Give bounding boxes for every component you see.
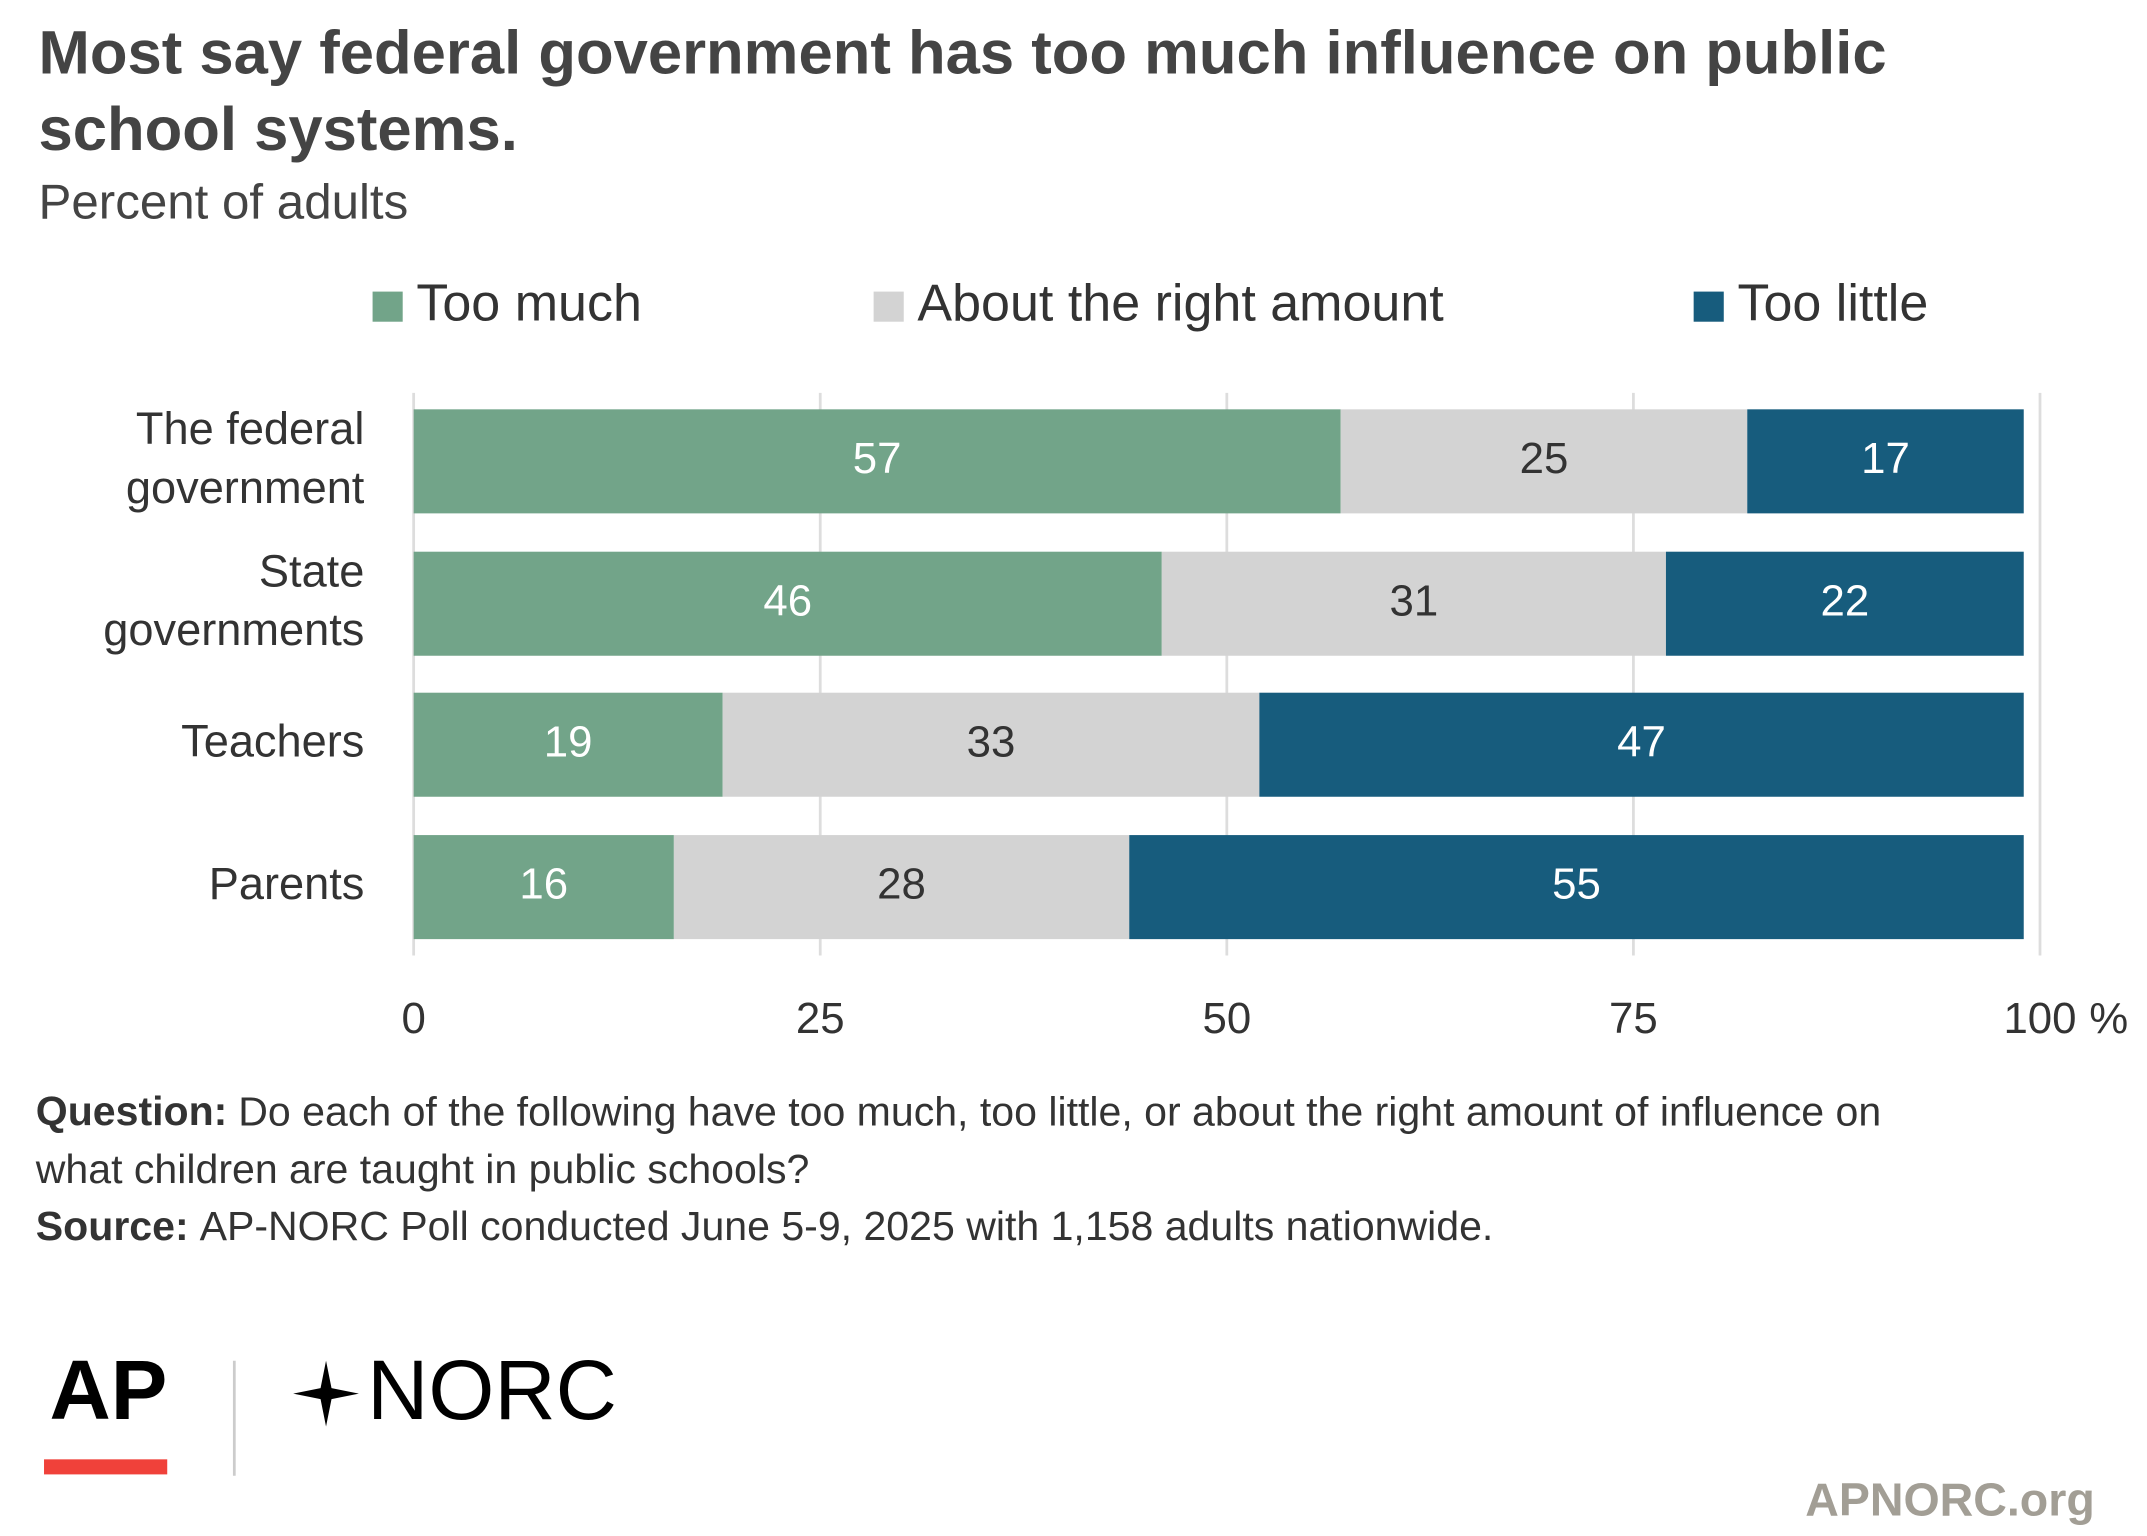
bar-segment	[673, 835, 1130, 940]
y-tick-label: Parents	[209, 858, 365, 909]
bar-segment	[722, 692, 1260, 797]
y-tick-label: Teachers	[181, 716, 364, 767]
x-tick-label: 100	[2003, 994, 2076, 1043]
legend-label: About the right amount	[917, 274, 1444, 332]
source-label: Source:	[36, 1203, 189, 1249]
norc-star	[293, 1360, 359, 1427]
x-unit: %	[2089, 994, 2128, 1043]
value-label: 22	[1820, 576, 1869, 625]
value-label: 33	[967, 717, 1016, 766]
bar-segment	[1161, 551, 1666, 656]
x-tick-label: 75	[1609, 994, 1658, 1043]
bar-segment	[1129, 835, 2024, 940]
source-text: AP-NORC Poll conducted June 5-9, 2025 wi…	[200, 1203, 1494, 1249]
value-label: 46	[763, 576, 812, 625]
chart-title: Most say federal government has too much…	[39, 19, 1887, 165]
site-logo: APNORC.org	[1805, 1473, 2095, 1525]
norc-logo: NORC	[367, 1342, 617, 1437]
ap-logo: AP	[50, 1342, 168, 1437]
bar-segment	[1259, 692, 2024, 797]
x-tick-label: 25	[796, 994, 845, 1043]
value-label: 55	[1552, 860, 1601, 909]
y-tick-label: State governments	[103, 545, 364, 655]
legend-label: Too much	[416, 274, 642, 332]
bar-segment	[1340, 409, 1748, 514]
bar-segment	[413, 409, 1341, 514]
legend-swatch	[372, 291, 403, 322]
bar-segment	[1747, 409, 2024, 514]
value-label: 25	[1520, 434, 1569, 483]
value-label: 17	[1861, 434, 1910, 483]
x-tick-label: 50	[1202, 994, 1251, 1043]
value-label: 57	[853, 434, 902, 483]
legend-label: Too little	[1737, 274, 1928, 332]
value-label: 16	[519, 860, 568, 909]
bar-segment	[413, 835, 674, 940]
bar-segment	[413, 692, 723, 797]
question-text: Do each of the following have too much, …	[35, 1088, 1881, 1191]
bar-segment	[1665, 551, 2024, 656]
bar-segment	[413, 551, 1162, 656]
x-tick-label: 0	[401, 994, 425, 1043]
ap-logo-bar	[44, 1459, 168, 1475]
legend-swatch	[1693, 291, 1724, 322]
y-tick-label: The federal government	[126, 403, 365, 513]
question-label: Question:	[36, 1088, 228, 1134]
value-label: 47	[1617, 717, 1666, 766]
legend-swatch	[873, 291, 904, 322]
value-label: 31	[1389, 576, 1438, 625]
chart-subtitle: Percent of adults	[39, 174, 409, 229]
value-label: 19	[544, 717, 593, 766]
value-label: 28	[877, 860, 926, 909]
